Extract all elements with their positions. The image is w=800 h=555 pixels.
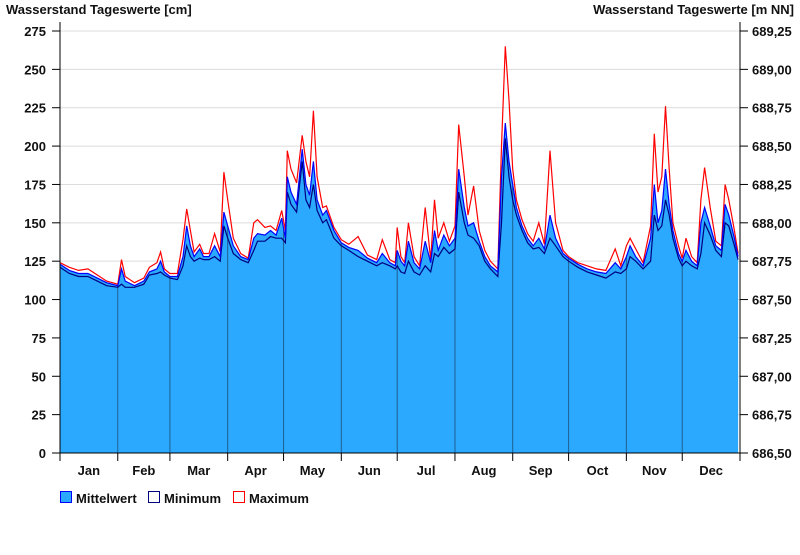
y-right-tick-label: 689,00 bbox=[752, 62, 792, 77]
y-right-tick-label: 686,50 bbox=[752, 446, 792, 461]
x-tick-label: Jul bbox=[417, 463, 436, 478]
y-right-tick-label: 686,75 bbox=[752, 408, 792, 423]
x-tick-label: Jun bbox=[358, 463, 381, 478]
x-tick-label: Sep bbox=[529, 463, 553, 478]
y-tick-label: 50 bbox=[32, 369, 46, 384]
x-tick-label: Jan bbox=[78, 463, 100, 478]
mittelwert-area bbox=[60, 123, 739, 453]
x-tick-label: Aug bbox=[471, 463, 496, 478]
y-right-tick-label: 688,50 bbox=[752, 139, 792, 154]
x-tick-label: May bbox=[300, 463, 326, 478]
y-tick-label: 200 bbox=[24, 139, 46, 154]
y-tick-label: 100 bbox=[24, 293, 46, 308]
x-tick-label: Oct bbox=[587, 463, 609, 478]
y-tick-label: 75 bbox=[32, 331, 46, 346]
x-tick-label: Mar bbox=[187, 463, 210, 478]
y-right-tick-label: 687,00 bbox=[752, 369, 792, 384]
x-tick-label: Nov bbox=[642, 463, 667, 478]
y-tick-label: 0 bbox=[39, 446, 46, 461]
y-tick-label: 25 bbox=[32, 408, 46, 423]
legend-swatch-mittelwert bbox=[60, 491, 72, 503]
mittelwert-line bbox=[59, 123, 739, 287]
y-tick-label: 250 bbox=[24, 62, 46, 77]
minimum-line bbox=[59, 138, 739, 288]
legend-label-maximum: Maximum bbox=[249, 491, 309, 506]
y-right-tick-label: 688,00 bbox=[752, 216, 792, 231]
title-right: Wasserstand Tageswerte [m NN] bbox=[593, 2, 794, 17]
y-right-tick-label: 689,25 bbox=[752, 24, 792, 39]
y-tick-label: 225 bbox=[24, 101, 46, 116]
y-tick-label: 125 bbox=[24, 254, 46, 269]
y-tick-label: 275 bbox=[24, 24, 46, 39]
y-tick-label: 150 bbox=[24, 216, 46, 231]
maximum-line bbox=[59, 46, 739, 285]
y-right-tick-label: 687,50 bbox=[752, 293, 792, 308]
legend-swatch-minimum bbox=[148, 491, 160, 503]
y-right-tick-label: 687,25 bbox=[752, 331, 792, 346]
axes: 0 686,50 25 686,75 50 687,00 75 687,25 100 687,50… bbox=[24, 22, 792, 478]
y-right-tick-label: 687,75 bbox=[752, 254, 792, 269]
legend: Mittelwert Minimum Maximum bbox=[60, 491, 309, 506]
plot-area bbox=[59, 46, 739, 453]
y-right-tick-label: 688,25 bbox=[752, 177, 792, 192]
title-left: Wasserstand Tageswerte [cm] bbox=[6, 2, 192, 17]
legend-swatch-maximum bbox=[233, 491, 245, 503]
x-tick-label: Feb bbox=[132, 463, 155, 478]
legend-label-minimum: Minimum bbox=[164, 491, 221, 506]
x-tick-label: Dec bbox=[699, 463, 723, 478]
x-tick-label: Apr bbox=[244, 463, 266, 478]
y-right-tick-label: 688,75 bbox=[752, 101, 792, 116]
y-tick-label: 175 bbox=[24, 177, 46, 192]
legend-label-mittelwert: Mittelwert bbox=[76, 491, 137, 506]
